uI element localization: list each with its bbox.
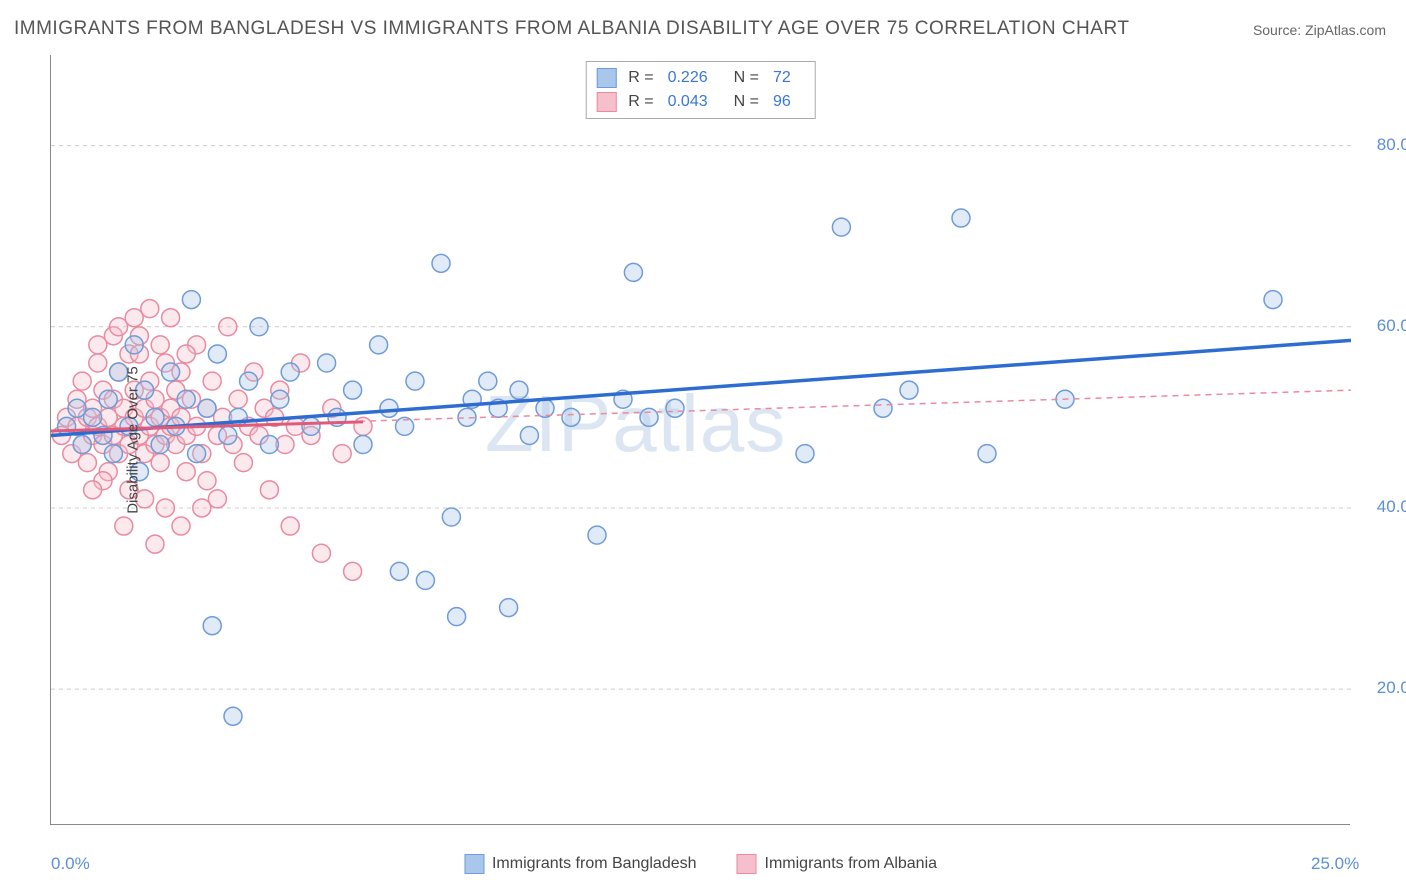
chart-title: IMMIGRANTS FROM BANGLADESH VS IMMIGRANTS… (14, 18, 1129, 40)
x-tick-label: 0.0% (51, 854, 90, 874)
n-label: N = (734, 93, 759, 111)
y-axis-label: Disability Age Over 75 (124, 366, 141, 514)
swatch-bangladesh (464, 854, 484, 874)
n-value-bangladesh: 72 (773, 69, 791, 87)
legend-label-albania: Immigrants from Albania (765, 855, 938, 873)
y-tick-label: 20.0% (1377, 678, 1406, 698)
n-label: N = (734, 69, 759, 87)
y-tick-label: 60.0% (1377, 316, 1406, 336)
y-tick-label: 80.0% (1377, 135, 1406, 155)
swatch-albania (596, 92, 616, 112)
legend-item-albania: Immigrants from Albania (737, 854, 938, 874)
r-label: R = (628, 69, 653, 87)
legend-label-bangladesh: Immigrants from Bangladesh (492, 855, 697, 873)
r-value-bangladesh: 0.226 (668, 69, 708, 87)
series-legend: Immigrants from Bangladesh Immigrants fr… (464, 854, 937, 874)
r-label: R = (628, 93, 653, 111)
plot-area: ZIPatlas Disability Age Over 75 R = 0.22… (50, 55, 1350, 825)
swatch-albania (737, 854, 757, 874)
source-attribution: Source: ZipAtlas.com (1253, 22, 1386, 38)
correlation-legend: R = 0.226 N = 72 R = 0.043 N = 96 (585, 61, 816, 119)
legend-row-bangladesh: R = 0.226 N = 72 (596, 66, 805, 90)
n-value-albania: 96 (773, 93, 791, 111)
y-tick-label: 40.0% (1377, 497, 1406, 517)
x-tick-label: 25.0% (1311, 854, 1359, 874)
r-value-albania: 0.043 (668, 93, 708, 111)
swatch-bangladesh (596, 68, 616, 88)
legend-row-albania: R = 0.043 N = 96 (596, 90, 805, 114)
scatter-chart (51, 55, 1351, 825)
legend-item-bangladesh: Immigrants from Bangladesh (464, 854, 697, 874)
